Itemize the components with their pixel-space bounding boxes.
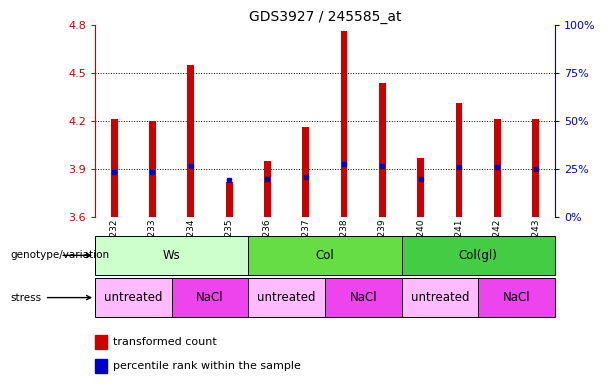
Bar	[341, 31, 348, 217]
Bar	[226, 182, 232, 217]
Text: NaCl: NaCl	[196, 291, 224, 304]
Bar	[302, 127, 309, 217]
Text: genotype/variation: genotype/variation	[10, 250, 110, 260]
Bar	[95, 359, 107, 372]
Bar	[264, 161, 271, 217]
Bar	[478, 278, 555, 317]
Bar	[95, 278, 172, 317]
Title: GDS3927 / 245585_at: GDS3927 / 245585_at	[249, 10, 401, 24]
Bar	[111, 119, 118, 217]
Text: Col(gl): Col(gl)	[459, 249, 498, 262]
Bar	[248, 236, 402, 275]
Bar	[248, 278, 325, 317]
Bar	[149, 121, 156, 217]
Text: NaCl: NaCl	[503, 291, 530, 304]
Text: untreated: untreated	[104, 291, 162, 304]
Text: transformed count: transformed count	[113, 337, 217, 347]
Bar	[95, 335, 107, 349]
Bar	[379, 83, 386, 217]
Bar	[402, 236, 555, 275]
Bar	[402, 278, 478, 317]
Text: Ws: Ws	[163, 249, 180, 262]
Text: untreated: untreated	[411, 291, 469, 304]
Bar	[455, 103, 462, 217]
Text: percentile rank within the sample: percentile rank within the sample	[113, 361, 301, 371]
Bar	[188, 65, 194, 217]
Bar	[532, 119, 539, 217]
Bar	[494, 119, 501, 217]
Bar	[417, 158, 424, 217]
Bar	[325, 278, 402, 317]
Text: NaCl: NaCl	[349, 291, 377, 304]
Bar	[172, 278, 248, 317]
Text: stress: stress	[10, 293, 91, 303]
Text: untreated: untreated	[257, 291, 316, 304]
Bar	[95, 236, 248, 275]
Text: Col: Col	[316, 249, 334, 262]
